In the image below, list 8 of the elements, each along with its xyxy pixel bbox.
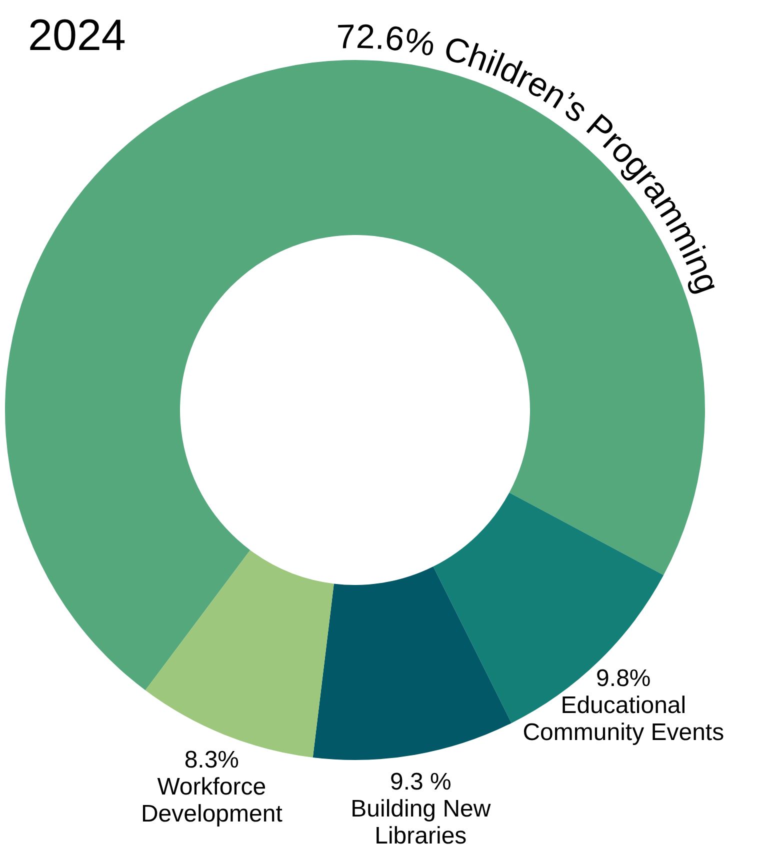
slice-label: Building New Libraries	[350, 795, 492, 850]
chart-title: 2024	[28, 11, 126, 60]
slice-label: Educational Community Events	[522, 692, 724, 746]
donut-slice	[312, 566, 512, 760]
data-label: 8.3%	[184, 746, 239, 774]
slice-label: Workforce Development	[140, 773, 283, 828]
data-label: 9.3 %	[390, 768, 452, 796]
data-label: 9.8%	[596, 665, 651, 692]
